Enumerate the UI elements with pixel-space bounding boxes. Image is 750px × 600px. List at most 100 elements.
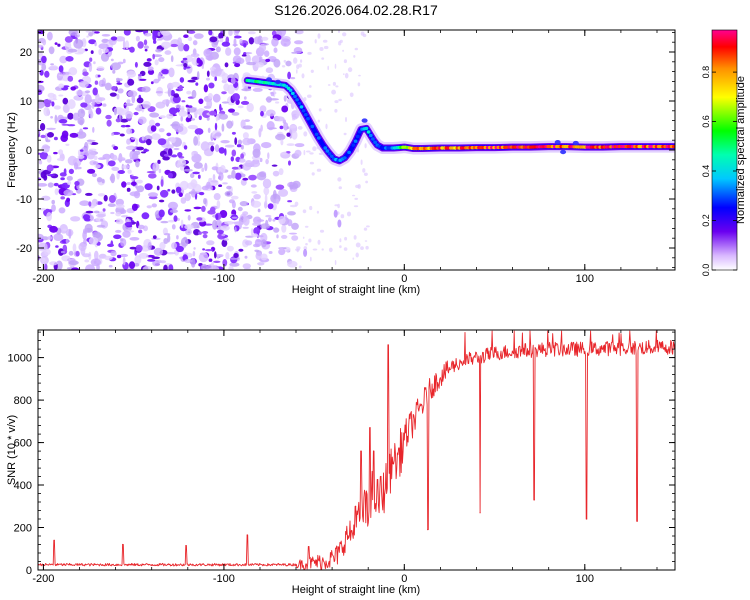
noise-blob [41, 144, 50, 153]
noise-blob [220, 107, 223, 111]
noise-blob [198, 252, 209, 263]
noise-blob [46, 154, 52, 163]
noise-blob [47, 174, 55, 177]
snr-spike-point [380, 475, 382, 478]
noise-blob [126, 138, 131, 145]
noise-blob [38, 183, 48, 187]
noise-blob [46, 212, 52, 222]
noise-blob [349, 92, 354, 98]
noise-blob [192, 171, 200, 175]
noise-blob [360, 31, 365, 36]
noise-blob [98, 48, 103, 56]
x-tick-label: -100 [213, 273, 235, 285]
noise-blob [157, 72, 162, 82]
noise-blob [60, 177, 65, 181]
noise-blob [280, 139, 284, 146]
ridge-sample [364, 126, 369, 131]
noise-blob [192, 40, 198, 46]
noise-blob [201, 167, 205, 172]
noise-blob [95, 107, 102, 115]
noise-blob [120, 238, 124, 242]
noise-blob [115, 118, 121, 123]
noise-blob [136, 104, 143, 112]
noise-blob [170, 43, 179, 48]
noise-blob [291, 235, 299, 241]
ridge-sample [310, 124, 315, 129]
noise-blob [297, 126, 303, 130]
noise-blob [261, 36, 269, 41]
noise-blob [79, 80, 89, 88]
noise-blob [154, 59, 159, 66]
noise-blob [53, 105, 62, 110]
noise-blob [147, 242, 152, 251]
noise-blob [147, 192, 159, 198]
noise-blob [175, 104, 182, 109]
noise-blob [60, 250, 65, 254]
noise-blob [67, 155, 77, 166]
noise-blob [256, 219, 265, 222]
noise-blob [309, 256, 312, 262]
noise-blob [164, 50, 172, 55]
noise-blob [176, 163, 181, 168]
noise-blob [150, 125, 157, 132]
x-tick-label: 100 [576, 573, 594, 585]
noise-blob [173, 93, 180, 98]
snr-series-line [38, 330, 675, 570]
noise-blob [364, 240, 368, 242]
noise-blob [67, 112, 74, 120]
noise-blob [167, 201, 179, 210]
noise-blob [279, 125, 284, 130]
ridge-sample [323, 146, 328, 150]
noise-blob [256, 235, 264, 238]
snr-spike-point [53, 539, 55, 541]
noise-blob [185, 104, 189, 108]
noise-blob [94, 250, 99, 261]
noise-blob [54, 114, 58, 124]
noise-blob [237, 105, 244, 109]
noise-blob [190, 179, 198, 188]
ridge-sample [306, 117, 310, 121]
noise-blob [202, 248, 206, 251]
noise-blob [142, 100, 151, 109]
ridge-sample [319, 139, 323, 144]
noise-blob [209, 36, 218, 43]
snr-spike-point [308, 546, 310, 548]
noise-blob [75, 250, 80, 257]
noise-blob [198, 115, 202, 121]
noise-blob [94, 31, 100, 34]
noise-blob [91, 198, 98, 207]
noise-blob [135, 30, 144, 33]
noise-blob [240, 153, 245, 160]
noise-blob [129, 150, 137, 160]
noise-blob [357, 82, 361, 87]
noise-blob [75, 89, 84, 96]
noise-blob [275, 101, 280, 104]
noise-blob [117, 61, 124, 65]
noise-blob [197, 133, 200, 142]
noise-blob [130, 137, 137, 140]
noise-blob [234, 226, 237, 233]
noise-blob [338, 30, 340, 34]
noise-blob [216, 229, 224, 234]
noise-blob [138, 252, 149, 259]
noise-blob [115, 229, 122, 233]
ridge-sample [288, 88, 293, 92]
noise-blob [59, 116, 70, 120]
noise-blob [153, 247, 163, 256]
ridge-sample [301, 109, 306, 113]
noise-blob [180, 237, 189, 247]
noise-blob [242, 211, 249, 216]
snr-spike-point [392, 463, 395, 465]
noise-blob [220, 140, 230, 144]
noise-blob [214, 144, 220, 153]
noise-blob [51, 199, 55, 205]
noise-blob [218, 172, 224, 181]
noise-blob [198, 231, 202, 235]
noise-blob [104, 82, 112, 91]
noise-blob [213, 260, 221, 263]
noise-blob [68, 260, 79, 266]
noise-blob [157, 31, 161, 37]
noise-blob [206, 240, 215, 246]
noise-blob [160, 76, 165, 79]
noise-blob [354, 47, 358, 51]
